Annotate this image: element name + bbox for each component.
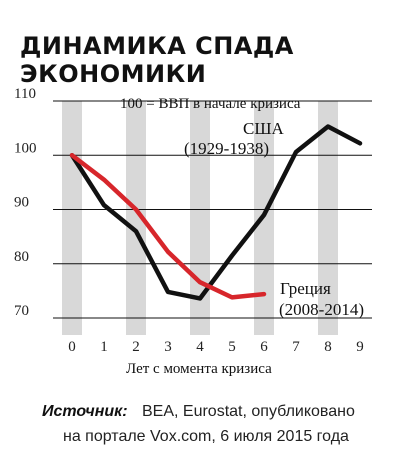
x-tick-label: 9 [356, 339, 364, 355]
gridlines [53, 100, 372, 319]
chart-subtitle: 100 = ВВП в начале кризиса [120, 96, 301, 112]
y-tick-label: 110 [14, 86, 36, 102]
greece-label-line-1: Греция [280, 279, 331, 298]
chart-title: ДИНАМИКА СПАДА ЭКОНОМИКИ [20, 32, 294, 88]
grid-band [62, 101, 82, 335]
source-note: Источник: BEA, Eurostat, опубликовано на… [42, 403, 355, 445]
y-tick-label: 90 [14, 195, 29, 211]
source-label: Источник: [42, 403, 128, 420]
x-tick-label: 4 [196, 339, 204, 355]
x-tick-label: 5 [228, 339, 236, 355]
y-tick-label: 70 [14, 303, 29, 319]
x-tick-label: 1 [100, 339, 108, 355]
x-tick-label: 8 [324, 339, 332, 355]
x-axis-label: Лет с момента кризиса [126, 361, 272, 377]
usa-series-line [69, 124, 363, 301]
x-axis-ticks: 0 1 2 3 4 5 6 7 8 9 [68, 339, 364, 355]
series-labels: США (1929-1938) Греция (2008-2014) [184, 119, 364, 319]
series-layer [69, 124, 363, 301]
chart-title-line-2: ЭКОНОМИКИ [20, 60, 206, 88]
x-tick-label: 6 [260, 339, 268, 355]
usa-label-line-2: (1929-1938) [184, 139, 269, 158]
usa-label-line-1: США [243, 119, 284, 138]
chart-title-line-1: ДИНАМИКА СПАДА [20, 32, 294, 60]
greece-label-line-2: (2008-2014) [279, 300, 364, 319]
greece-series-line [69, 153, 267, 300]
y-tick-label: 80 [14, 249, 29, 265]
x-tick-label: 3 [164, 339, 172, 355]
y-tick-label: 100 [14, 140, 37, 156]
grid-band [126, 101, 146, 335]
source-line-2: на портале Vox.com, 6 июля 2015 года [63, 428, 349, 445]
source-line-1: BEA, Eurostat, опубликовано [142, 403, 355, 420]
y-axis-ticks: 110 100 90 80 70 [14, 86, 37, 319]
x-tick-label: 2 [132, 339, 140, 355]
x-tick-label: 7 [292, 339, 300, 355]
grid-band [318, 101, 338, 335]
x-tick-label: 0 [68, 339, 76, 355]
